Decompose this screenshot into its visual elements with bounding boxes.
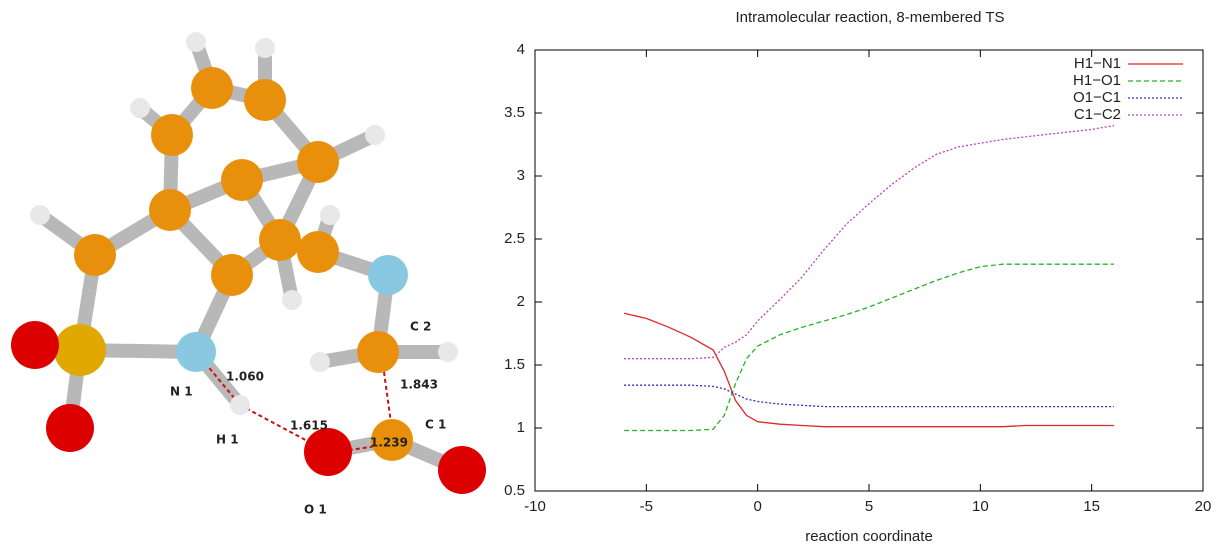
y-tick-label: 3.5 — [504, 104, 525, 121]
x-tick-label: 20 — [1195, 498, 1212, 515]
legend-label: C1−C2 — [1074, 106, 1121, 123]
bond-length: 1.239 — [370, 436, 408, 450]
y-tick-label: 1 — [517, 419, 525, 436]
y-tick-label: 3 — [517, 167, 525, 184]
x-tick-label: 0 — [753, 498, 761, 515]
bond-length: 1.615 — [290, 419, 328, 433]
y-tick-label: 2 — [517, 293, 525, 310]
x-axis-label: reaction coordinate — [805, 528, 933, 544]
atom-label: H 1 — [216, 433, 239, 447]
atom-label: O 1 — [304, 503, 327, 517]
chart: Intramolecular reaction, 8-membered TS r… — [504, 9, 1212, 545]
chart-title: Intramolecular reaction, 8-membered TS — [735, 9, 1004, 26]
bond-length: 1.843 — [400, 378, 438, 392]
x-tick-label: -5 — [640, 498, 653, 515]
atom-label: C 1 — [425, 418, 446, 432]
molecule: N 1 H 1 O 1 C 1 C 2 1.060 1.615 1.239 1.… — [11, 32, 486, 517]
x-tick-label: -10 — [524, 498, 546, 515]
series-line — [624, 124, 1115, 360]
atom-label: N 1 — [170, 385, 193, 399]
legend-label: H1−O1 — [1073, 72, 1121, 89]
legend-label: H1−N1 — [1074, 55, 1121, 72]
x-tick-label: 15 — [1083, 498, 1100, 515]
y-tick-label: 0.5 — [504, 482, 525, 499]
x-tick-label: 10 — [972, 498, 989, 515]
atom-label: C 2 — [410, 320, 431, 334]
bond-length: 1.060 — [226, 370, 264, 384]
atoms — [11, 32, 486, 494]
y-tick-label: 4 — [517, 41, 525, 58]
y-tick-label: 2.5 — [504, 230, 525, 247]
x-tick-label: 5 — [865, 498, 873, 515]
series-line — [623, 312, 1114, 428]
series-line — [624, 384, 1114, 408]
legend-label: O1−C1 — [1073, 89, 1121, 106]
y-tick-label: 1.5 — [504, 356, 525, 373]
series-line — [624, 263, 1114, 432]
